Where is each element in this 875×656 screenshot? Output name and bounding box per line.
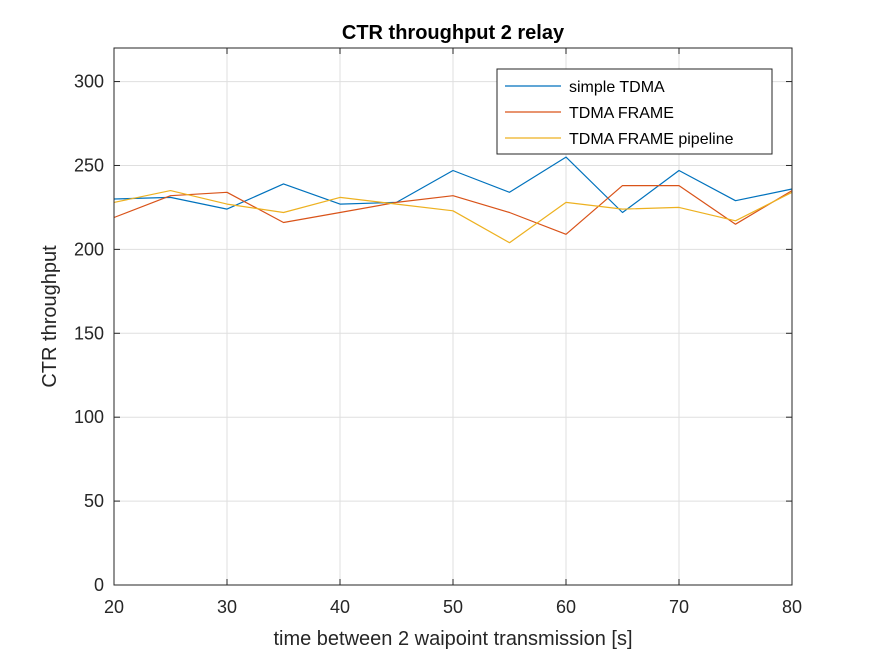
series-line-1 — [113, 156, 793, 214]
y-axis-label: CTR throughput — [39, 245, 61, 388]
tick-labels: 20 30 40 50 60 70 80 0 50 100 150 200 250 300 — [74, 48, 802, 617]
chart-title: CTR throughput 2 relay — [342, 22, 565, 44]
x-tick-label: 20 — [104, 597, 124, 617]
x-tick-label: 50 — [443, 597, 463, 617]
y-tick-label: 0 — [94, 575, 104, 595]
legend-entry-1: simple TDMA — [569, 79, 665, 96]
series-line-3 — [113, 190, 793, 244]
x-tick-label: 30 — [217, 597, 237, 617]
y-tick-label: 300 — [74, 72, 104, 92]
y-tick-label: 100 — [74, 407, 104, 427]
x-tick-label: 70 — [669, 597, 689, 617]
x-tick-label: 60 — [556, 597, 576, 617]
legend-entry-2: TDMA FRAME — [569, 105, 674, 122]
x-tick-label: 80 — [782, 597, 802, 617]
legend-entry-3: TDMA FRAME pipeline — [569, 131, 734, 148]
series-lines — [113, 156, 793, 244]
y-tick-label: 150 — [74, 323, 104, 343]
y-tick-label: 50 — [84, 491, 104, 511]
y-tick-label: 200 — [74, 239, 104, 259]
x-axis-label: time between 2 waipoint transmission [s] — [273, 628, 632, 650]
y-tick-label: 250 — [74, 155, 104, 175]
x-tick-label: 40 — [330, 597, 350, 617]
series-line-2 — [113, 185, 793, 235]
legend: simple TDMA TDMA FRAME TDMA FRAME pipeline — [496, 68, 773, 155]
